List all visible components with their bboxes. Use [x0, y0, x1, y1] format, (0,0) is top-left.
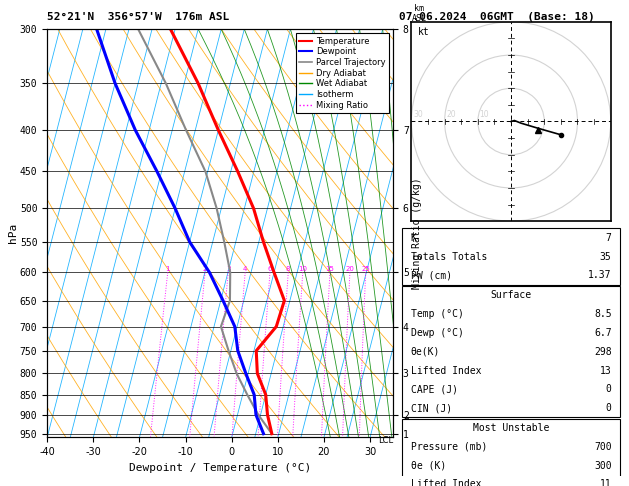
Text: CIN (J): CIN (J) [411, 403, 452, 413]
Text: 25: 25 [361, 266, 370, 273]
Text: 20: 20 [345, 266, 354, 273]
Text: Dewp (°C): Dewp (°C) [411, 328, 464, 338]
Text: 8.5: 8.5 [594, 309, 611, 319]
Text: 4: 4 [243, 266, 247, 273]
Text: PW (cm): PW (cm) [411, 270, 452, 280]
Text: 20: 20 [447, 109, 456, 119]
Text: θe (K): θe (K) [411, 461, 446, 470]
Text: Totals Totals: Totals Totals [411, 252, 487, 261]
Text: 300: 300 [594, 461, 611, 470]
Text: CAPE (J): CAPE (J) [411, 384, 457, 394]
Text: 30: 30 [413, 109, 423, 119]
Text: LCL: LCL [378, 436, 393, 445]
Text: 298: 298 [594, 347, 611, 357]
Text: Temp (°C): Temp (°C) [411, 309, 464, 319]
Text: 35: 35 [600, 252, 611, 261]
Text: θe(K): θe(K) [411, 347, 440, 357]
Text: 6.7: 6.7 [594, 328, 611, 338]
Text: Most Unstable: Most Unstable [473, 423, 549, 433]
Text: km
ASL: km ASL [411, 3, 426, 23]
Text: 7: 7 [606, 233, 611, 243]
X-axis label: Dewpoint / Temperature (°C): Dewpoint / Temperature (°C) [129, 463, 311, 473]
Text: 8: 8 [286, 266, 291, 273]
Text: Surface: Surface [491, 291, 532, 300]
Text: 10: 10 [298, 266, 307, 273]
Y-axis label: Mixing Ratio (g/kg): Mixing Ratio (g/kg) [411, 177, 421, 289]
Text: Lifted Index: Lifted Index [411, 479, 481, 486]
Text: 1: 1 [165, 266, 170, 273]
Text: 11: 11 [600, 479, 611, 486]
Text: 0: 0 [606, 384, 611, 394]
Text: 1.37: 1.37 [588, 270, 611, 280]
Bar [402, 286, 620, 417]
Text: 13: 13 [600, 365, 611, 376]
Text: Lifted Index: Lifted Index [411, 365, 481, 376]
Text: 0: 0 [606, 403, 611, 413]
Legend: Temperature, Dewpoint, Parcel Trajectory, Dry Adiabat, Wet Adiabat, Isotherm, Mi: Temperature, Dewpoint, Parcel Trajectory… [296, 34, 389, 113]
Text: 10: 10 [479, 109, 489, 119]
Bar [402, 228, 620, 285]
Text: 52°21'N  356°57'W  176m ASL: 52°21'N 356°57'W 176m ASL [47, 12, 230, 22]
Text: K: K [411, 233, 416, 243]
Text: 700: 700 [594, 442, 611, 452]
Bar [402, 419, 620, 486]
Text: 07.06.2024  06GMT  (Base: 18): 07.06.2024 06GMT (Base: 18) [399, 12, 595, 22]
Text: 3: 3 [226, 266, 230, 273]
Y-axis label: hPa: hPa [8, 223, 18, 243]
Text: Pressure (mb): Pressure (mb) [411, 442, 487, 452]
Text: 15: 15 [326, 266, 335, 273]
Text: 2: 2 [203, 266, 207, 273]
Text: kt: kt [418, 27, 430, 37]
Text: 6: 6 [268, 266, 272, 273]
